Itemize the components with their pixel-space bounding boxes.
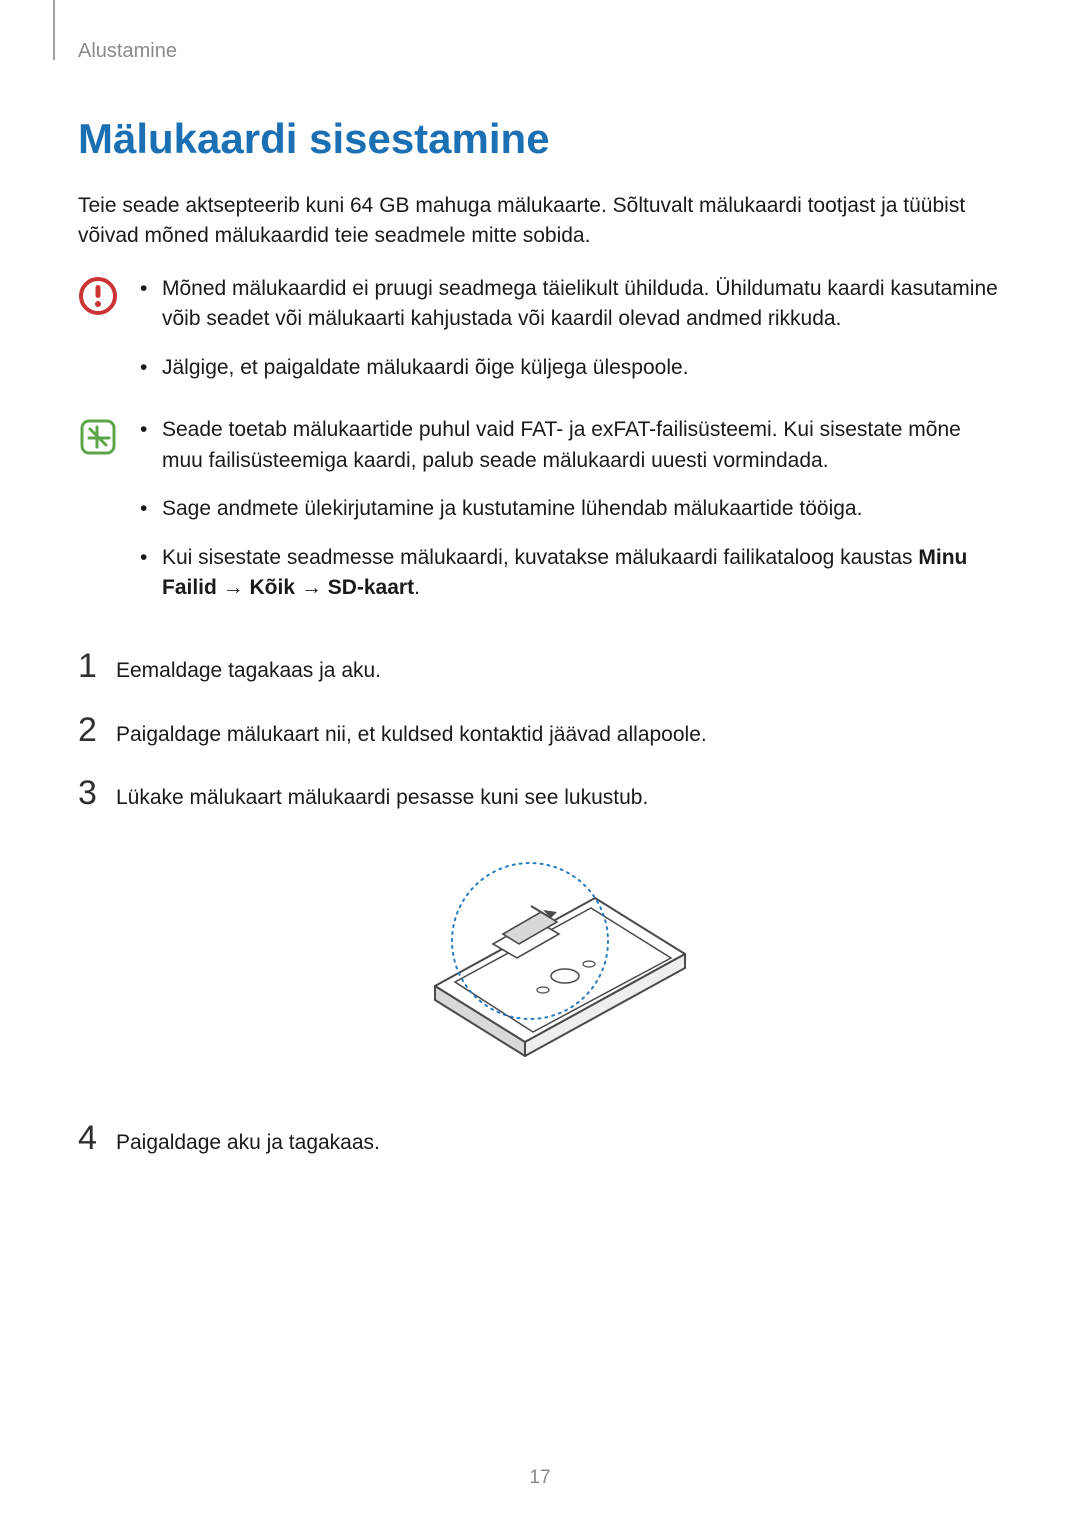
steps: 1 Eemaldage tagakaas ja aku. 2 Paigaldag…	[78, 649, 1002, 1158]
illustration-wrap	[78, 846, 1002, 1071]
note-bullet: Sage andmete ülekirjutamine ja kustutami…	[136, 494, 1002, 524]
note-icon-col	[78, 415, 136, 462]
note-list: Seade toetab mälukaartide puhul vaid FAT…	[136, 415, 1002, 603]
step-text: Lükake mälukaart mälukaardi pesasse kuni…	[116, 783, 648, 813]
step-text: Paigaldage aku ja tagakaas.	[116, 1128, 380, 1158]
step-number: 1	[78, 649, 116, 683]
step-number: 2	[78, 713, 116, 747]
device-illustration	[375, 846, 705, 1071]
step-text: Paigaldage mälukaart nii, et kuldsed kon…	[116, 720, 707, 750]
note-body: Seade toetab mälukaartide puhul vaid FAT…	[136, 415, 1002, 621]
intro-paragraph: Teie seade aktsepteerib kuni 64 GB mahug…	[78, 191, 1002, 252]
warning-bullet: Jälgige, et paigaldate mälukaardi õige k…	[136, 353, 1002, 383]
step-row: 4 Paigaldage aku ja tagakaas.	[78, 1121, 1002, 1158]
step-text: Eemaldage tagakaas ja aku.	[116, 656, 381, 686]
path-part: SD-kaart	[328, 576, 414, 599]
warning-body: Mõned mälukaardid ei pruugi seadmega täi…	[136, 274, 1002, 401]
warning-bullet: Mõned mälukaardid ei pruugi seadmega täi…	[136, 274, 1002, 335]
warning-block: Mõned mälukaardid ei pruugi seadmega täi…	[78, 274, 1002, 401]
note-bullet-suffix: .	[414, 576, 420, 599]
page-title: Mälukaardi sisestamine	[78, 115, 1002, 163]
warning-icon-col	[78, 274, 136, 321]
note-bullet: Kui sisestate seadmesse mälukaardi, kuva…	[136, 543, 1002, 604]
arrow: →	[217, 576, 250, 599]
note-bullet: Seade toetab mälukaartide puhul vaid FAT…	[136, 415, 1002, 476]
warning-icon	[78, 276, 118, 321]
side-rule	[53, 0, 55, 60]
note-icon	[78, 417, 118, 462]
step-number: 3	[78, 776, 116, 810]
note-bullet-prefix: Kui sisestate seadmesse mälukaardi, kuva…	[162, 546, 918, 569]
step-row: 1 Eemaldage tagakaas ja aku.	[78, 649, 1002, 686]
arrow: →	[295, 576, 328, 599]
step-row: 2 Paigaldage mälukaart nii, et kuldsed k…	[78, 713, 1002, 750]
section-label: Alustamine	[78, 40, 1002, 63]
step-number: 4	[78, 1121, 116, 1155]
warning-list: Mõned mälukaardid ei pruugi seadmega täi…	[136, 274, 1002, 383]
manual-page: Alustamine Mälukaardi sisestamine Teie s…	[0, 0, 1080, 1527]
step-row: 3 Lükake mälukaart mälukaardi pesasse ku…	[78, 776, 1002, 813]
note-block: Seade toetab mälukaartide puhul vaid FAT…	[78, 415, 1002, 621]
path-part: Kõik	[250, 576, 296, 599]
page-number: 17	[0, 1467, 1080, 1489]
